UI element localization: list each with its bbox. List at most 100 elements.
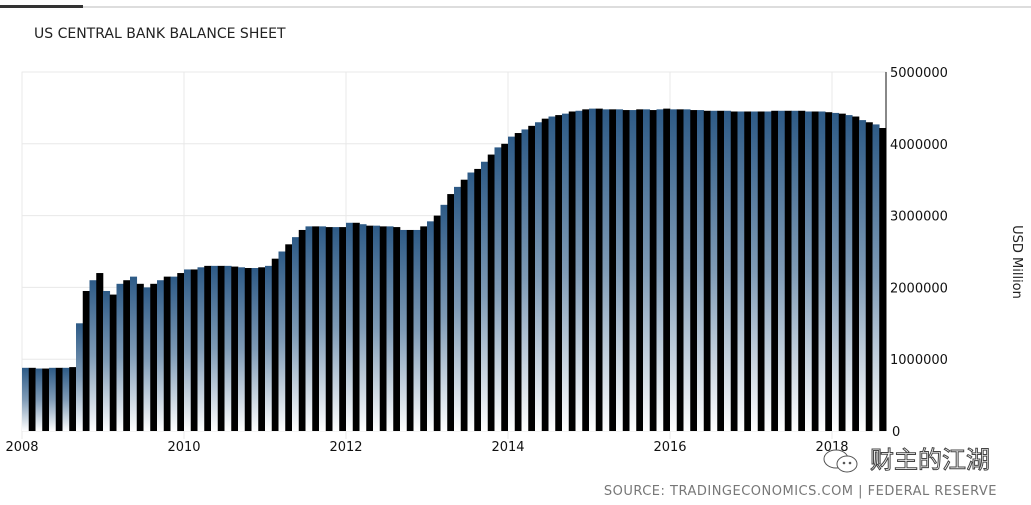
- bar: [292, 237, 300, 431]
- bar: [838, 113, 846, 432]
- bar: [474, 168, 482, 431]
- y-tick-label: 3000000: [890, 210, 948, 225]
- bar: [103, 290, 111, 431]
- bar: [744, 111, 752, 432]
- bar: [811, 111, 819, 432]
- y-tick-label: 2000000: [890, 281, 948, 296]
- bar: [285, 244, 293, 431]
- bar: [413, 229, 421, 431]
- y-tick-label: 0: [892, 425, 900, 440]
- bar: [163, 276, 171, 431]
- bar: [157, 280, 165, 431]
- bar: [805, 111, 813, 432]
- bar: [791, 110, 799, 431]
- bar: [852, 116, 860, 432]
- bar: [143, 287, 151, 431]
- bar: [487, 154, 495, 431]
- bar: [177, 273, 185, 431]
- y-tick-label: 1000000: [890, 353, 948, 368]
- bar: [663, 108, 671, 432]
- bar: [386, 226, 394, 431]
- source-note: SOURCE: TRADINGECONOMICS.COM | FEDERAL R…: [603, 484, 997, 499]
- bar: [82, 290, 90, 431]
- bar: [22, 367, 30, 431]
- bar: [400, 229, 408, 431]
- bar: [872, 124, 880, 431]
- bar: [548, 116, 556, 432]
- bar: [42, 368, 50, 431]
- bar: [136, 283, 144, 431]
- bar: [649, 110, 657, 431]
- bar: [62, 367, 70, 431]
- bar: [616, 109, 624, 431]
- bar: [865, 122, 873, 431]
- bar: [845, 115, 853, 431]
- bar: [76, 323, 84, 431]
- bar: [825, 112, 833, 431]
- bar: [798, 110, 806, 431]
- bar: [339, 227, 347, 431]
- chart-title: US CENTRAL BANK BALANCE SHEET: [34, 26, 286, 42]
- bar: [454, 186, 462, 431]
- bar: [406, 229, 414, 431]
- bar: [676, 109, 684, 431]
- bar: [555, 115, 563, 431]
- tab-indicator: [0, 5, 83, 8]
- bar: [636, 109, 644, 431]
- bar: [211, 265, 219, 431]
- bar: [568, 111, 576, 432]
- bar: [440, 204, 448, 431]
- bar: [352, 222, 360, 431]
- bar: [508, 136, 516, 431]
- bar: [150, 283, 158, 431]
- bar: [528, 125, 536, 431]
- bar: [373, 225, 381, 431]
- bar: [28, 367, 36, 431]
- bar: [622, 110, 630, 431]
- bar: [541, 118, 549, 432]
- bar: [683, 109, 691, 431]
- bar: [724, 110, 732, 431]
- bar: [670, 109, 678, 431]
- x-tick-label: 2008: [5, 440, 38, 455]
- y-axis-label: USD Million: [1009, 225, 1024, 299]
- bar: [312, 226, 320, 431]
- bar: [427, 221, 435, 431]
- divider: [83, 6, 1031, 8]
- bar: [96, 273, 104, 431]
- watermark: 财主的江湖: [870, 446, 991, 475]
- bar: [319, 226, 327, 431]
- bar: [710, 110, 718, 431]
- bar: [818, 111, 826, 432]
- bar: [278, 251, 286, 431]
- bar: [764, 111, 772, 432]
- bar: [49, 367, 57, 431]
- bar: [265, 265, 273, 431]
- x-tick-label: 2012: [329, 440, 362, 455]
- bar: [589, 108, 597, 432]
- bar: [609, 109, 617, 431]
- bar: [832, 112, 840, 432]
- bar: [238, 267, 246, 431]
- bar: [305, 226, 313, 431]
- bar: [184, 269, 192, 431]
- bar: [521, 129, 529, 431]
- bar: [494, 147, 502, 431]
- bar: [717, 110, 725, 431]
- bar: [690, 110, 698, 431]
- bar: [737, 111, 745, 432]
- bar: [69, 367, 77, 431]
- bar: [231, 266, 239, 431]
- bar: [778, 110, 786, 431]
- bar: [433, 215, 441, 431]
- x-tick-label: 2010: [167, 440, 200, 455]
- bar: [130, 276, 138, 431]
- bar: [447, 194, 455, 431]
- bar: [582, 109, 590, 431]
- bar: [595, 108, 603, 432]
- bar: [359, 224, 367, 431]
- bar: [643, 109, 651, 431]
- bar: [514, 133, 522, 431]
- bar: [325, 227, 333, 431]
